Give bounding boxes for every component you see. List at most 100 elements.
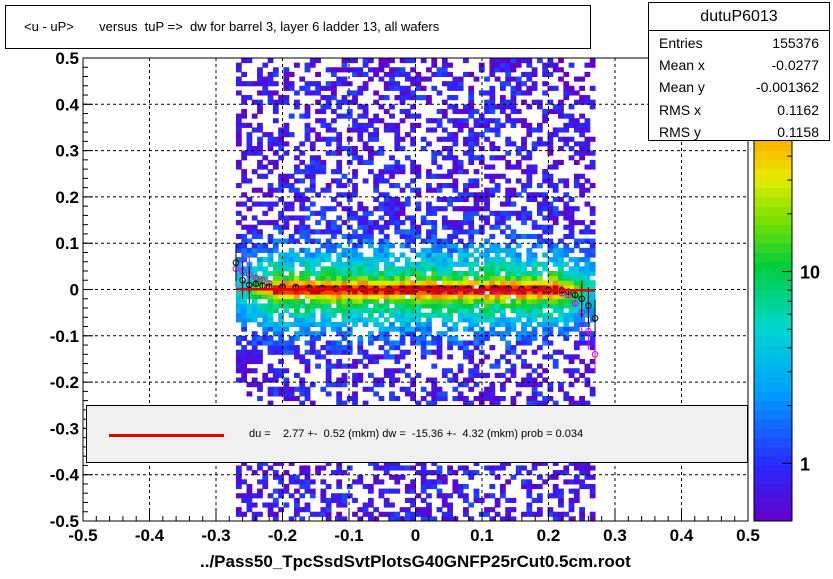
density-cell <box>325 229 332 235</box>
density-cell <box>558 252 564 258</box>
density-cell <box>536 400 543 406</box>
density-cell <box>484 127 490 133</box>
density-cell <box>299 493 306 499</box>
density-cell <box>367 312 374 318</box>
density-cell <box>394 85 401 91</box>
density-cell <box>278 460 284 466</box>
density-cell <box>410 483 416 490</box>
density-cell <box>309 127 316 133</box>
profile-point <box>591 314 599 322</box>
density-cell <box>584 270 591 277</box>
density-cell <box>262 331 269 337</box>
density-cell <box>489 321 496 328</box>
density-cell <box>257 201 263 207</box>
density-cell <box>394 395 401 402</box>
density-cell <box>489 90 496 96</box>
density-cell <box>558 511 564 517</box>
density-cell <box>267 247 274 253</box>
density-cell <box>346 257 353 263</box>
density-cell <box>505 62 512 68</box>
density-cell <box>505 294 512 300</box>
density-cell <box>463 187 469 193</box>
density-cell <box>304 164 311 170</box>
density-cell <box>336 395 343 402</box>
density-cell <box>362 349 369 355</box>
density-cell <box>331 206 337 212</box>
density-cell <box>573 317 580 323</box>
density-cell <box>362 178 369 184</box>
density-cell <box>262 479 269 485</box>
density-cell <box>378 284 385 290</box>
density-cell <box>521 270 527 277</box>
density-cell <box>431 58 438 64</box>
density-cell <box>272 502 279 508</box>
density-cell <box>357 474 364 480</box>
density-cell <box>531 145 538 152</box>
density-cell <box>542 173 549 179</box>
density-cell <box>341 67 348 73</box>
density-cell <box>357 155 364 161</box>
density-cell <box>441 303 448 309</box>
density-cell <box>262 90 269 96</box>
density-cell <box>441 493 448 499</box>
density-cell <box>389 516 395 522</box>
density-cell <box>378 488 385 494</box>
density-cell <box>346 159 353 165</box>
density-cell <box>410 340 416 346</box>
density-cell <box>299 220 306 226</box>
density-cell <box>473 368 480 374</box>
density-cell <box>441 261 448 267</box>
density-cell <box>315 108 321 115</box>
density-cell <box>362 62 369 68</box>
density-cell <box>378 493 385 499</box>
density-cell <box>288 261 295 267</box>
density-cell <box>552 317 559 323</box>
density-cell <box>246 150 253 156</box>
colorbar-segment <box>754 409 792 420</box>
density-cell <box>336 345 343 351</box>
density-cell <box>463 317 469 323</box>
density-cell <box>510 67 517 73</box>
density-cell <box>367 516 374 522</box>
density-cell <box>304 502 311 508</box>
density-cell <box>489 470 496 476</box>
density-cell <box>415 252 422 258</box>
density-cell <box>389 206 395 212</box>
density-cell <box>362 238 369 244</box>
density-cell <box>468 312 475 318</box>
density-cell <box>325 372 332 378</box>
density-cell <box>251 247 258 253</box>
density-cell <box>394 358 401 365</box>
density-cell <box>536 483 543 490</box>
density-cell <box>468 308 475 314</box>
density-cell <box>315 132 321 138</box>
density-cell <box>235 76 242 82</box>
density-cell <box>283 391 290 397</box>
density-cell <box>378 326 385 332</box>
density-cell <box>389 220 395 226</box>
density-cell <box>262 460 269 466</box>
density-cell <box>283 127 290 133</box>
density-cell <box>241 224 248 230</box>
density-cell <box>505 192 512 198</box>
density-cell <box>399 465 406 471</box>
density-cell <box>325 206 332 212</box>
density-cell <box>304 266 311 272</box>
density-cell <box>346 108 353 115</box>
density-cell <box>494 122 501 128</box>
density-cell <box>573 183 580 189</box>
density-cell <box>463 183 469 189</box>
density-cell <box>426 252 432 258</box>
density-cell <box>357 215 364 221</box>
density-cell <box>579 85 585 91</box>
density-cell <box>468 243 475 249</box>
density-cell <box>536 233 543 240</box>
colorbar-segment <box>754 428 792 439</box>
density-cell <box>436 67 443 73</box>
density-cell <box>283 99 290 105</box>
density-cell <box>404 317 411 323</box>
density-cell <box>336 511 343 517</box>
density-cell <box>394 345 401 351</box>
density-cell <box>241 298 248 304</box>
profile-point <box>585 302 592 310</box>
